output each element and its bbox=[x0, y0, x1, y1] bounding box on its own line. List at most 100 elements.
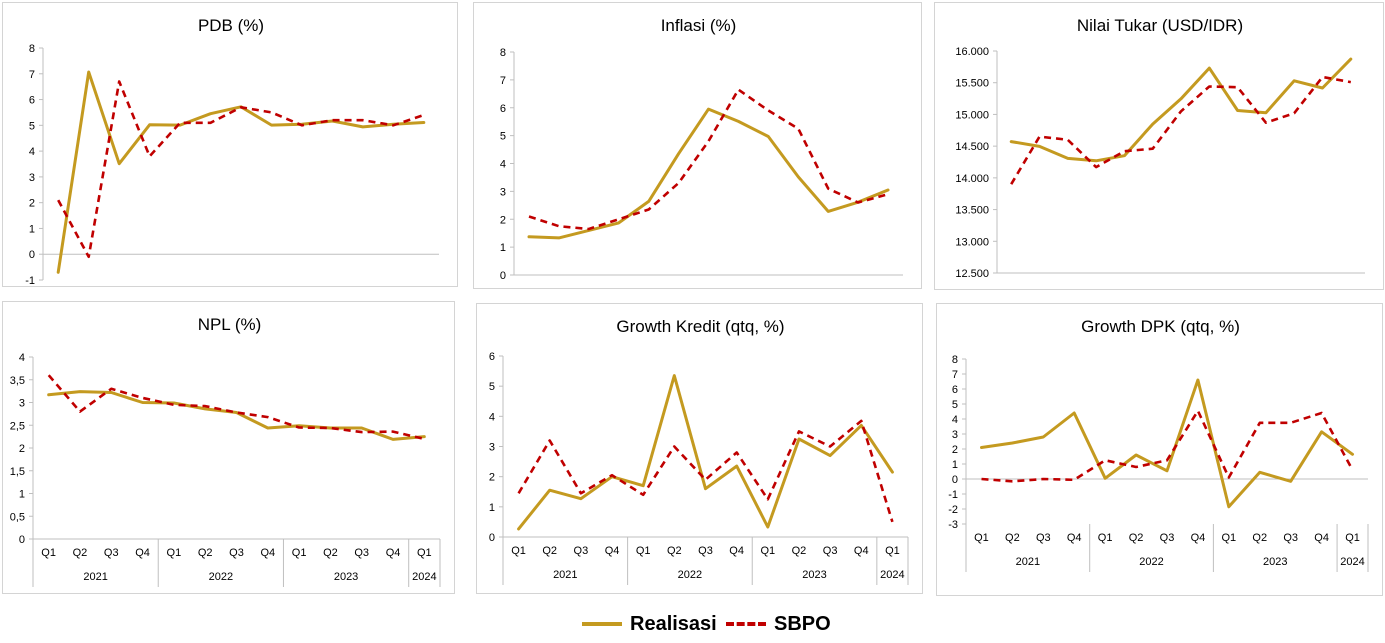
y-tick-label: 2 bbox=[29, 198, 35, 210]
x-tick-label: Q2 bbox=[1252, 532, 1267, 544]
y-tick-label: 16.000 bbox=[955, 46, 989, 58]
y-tick-label: 1 bbox=[500, 242, 506, 254]
y-tick-label: 13.500 bbox=[955, 205, 989, 217]
x-tick-label: Q1 bbox=[41, 547, 56, 559]
x-tick-label: Q4 bbox=[1067, 532, 1082, 544]
x-tick-label: Q2 bbox=[1005, 532, 1020, 544]
year-label: 2022 bbox=[209, 571, 233, 583]
y-tick-label: 0 bbox=[489, 532, 495, 544]
y-tick-label: 7 bbox=[500, 75, 506, 87]
y-tick-label: 4 bbox=[952, 414, 958, 426]
series-line-sbpo bbox=[528, 88, 889, 231]
x-tick-label: Q2 bbox=[323, 547, 338, 559]
x-tick-label: Q3 bbox=[104, 547, 119, 559]
y-tick-label: 2 bbox=[489, 472, 495, 484]
y-tick-label: 7 bbox=[952, 369, 958, 381]
x-tick-label: Q2 bbox=[542, 545, 557, 557]
x-tick-label: Q4 bbox=[1314, 532, 1329, 544]
year-label: 2022 bbox=[678, 569, 702, 581]
y-tick-label: 14.500 bbox=[955, 141, 989, 153]
x-tick-label: Q3 bbox=[229, 547, 244, 559]
legend-label-realisasi: Realisasi bbox=[630, 612, 717, 635]
series-line-realisasi bbox=[1009, 57, 1353, 163]
y-tick-label: 1 bbox=[489, 502, 495, 514]
series-line-realisasi bbox=[56, 70, 426, 274]
y-tick-label: 2 bbox=[500, 214, 506, 226]
x-tick-label: Q4 bbox=[135, 547, 150, 559]
y-tick-label: 1 bbox=[19, 489, 25, 501]
inflasi-svg: Inflasi (%) 0 1 2 3 4 5 6 7 8 bbox=[500, 16, 903, 282]
x-tick-label: Q1 bbox=[167, 547, 182, 559]
pdb-svg: PDB (%) -1 0 1 2 3 4 5 6 7 8 bbox=[25, 16, 439, 287]
y-tick-label: 2,5 bbox=[10, 420, 25, 432]
x-tick-label: Q1 bbox=[417, 547, 432, 559]
x-tick-label: Q3 bbox=[698, 545, 713, 557]
growth-dpk-svg: Growth DPK (qtq, %) -3 -2 -1 0 1 2 3 4 5 6 7 8 Q1 Q2 Q3… bbox=[948, 317, 1369, 572]
y-tick-label: 4 bbox=[500, 159, 506, 171]
y-tick-label: 8 bbox=[952, 354, 958, 366]
x-tick-label: Q4 bbox=[729, 545, 744, 557]
chart-panel-growth-kredit: Growth Kredit (qtq, %) 0 1 2 3 4 5 6 Q1 Q2 Q3 Q4 Q1 Q… bbox=[476, 303, 923, 594]
year-label: 2021 bbox=[1016, 556, 1040, 568]
npl-svg: NPL (%) 0 0,5 1 1,5 2 2,5 3 3,5 4 Q1 Q2 Q3 Q4 Q1 Q2 Q3 Q4… bbox=[10, 315, 441, 587]
series-line-sbpo bbox=[1010, 75, 1352, 185]
x-tick-label: Q1 bbox=[292, 547, 307, 559]
y-tick-label: 4 bbox=[29, 146, 35, 158]
x-tick-label: Q1 bbox=[1222, 532, 1237, 544]
x-tick-label: Q2 bbox=[1129, 532, 1144, 544]
x-tick-label: Q1 bbox=[1098, 532, 1113, 544]
y-tick-label: 1 bbox=[29, 223, 35, 235]
x-tick-label: Q3 bbox=[574, 545, 589, 557]
x-tick-label: Q4 bbox=[386, 547, 401, 559]
x-tick-label: Q1 bbox=[511, 545, 526, 557]
y-tick-label: 0 bbox=[29, 249, 35, 261]
y-tick-label: 12.500 bbox=[955, 268, 989, 280]
series-line-sbpo bbox=[981, 409, 1354, 483]
x-tick-label: Q3 bbox=[1160, 532, 1175, 544]
y-tick-label: 1 bbox=[952, 459, 958, 471]
series-line-realisasi bbox=[517, 374, 894, 531]
x-tick-label: Q1 bbox=[885, 545, 900, 557]
chart-panel-pdb: PDB (%) -1 0 1 2 3 4 5 6 7 8 bbox=[2, 2, 458, 287]
x-tick-label: Q2 bbox=[73, 547, 88, 559]
chart-title: Nilai Tukar (USD/IDR) bbox=[1077, 16, 1243, 35]
y-tick-label: 6 bbox=[500, 103, 506, 115]
y-tick-label: 5 bbox=[500, 131, 506, 143]
y-tick-label: 0 bbox=[952, 474, 958, 486]
y-tick-label: 5 bbox=[29, 120, 35, 132]
chart-title: Growth DPK (qtq, %) bbox=[1081, 317, 1240, 336]
chart-panel-growth-dpk: Growth DPK (qtq, %) -3 -2 -1 0 1 2 3 4 5 6 7 8 Q1 Q2 Q3… bbox=[936, 303, 1383, 596]
y-tick-label: 15.000 bbox=[955, 109, 989, 121]
chart-title: NPL (%) bbox=[198, 315, 262, 334]
y-tick-label: -2 bbox=[948, 504, 958, 516]
y-tick-label: 3,5 bbox=[10, 375, 25, 387]
series-line-realisasi bbox=[47, 390, 426, 441]
y-tick-label: 6 bbox=[29, 95, 35, 107]
y-tick-label: 8 bbox=[29, 43, 35, 55]
chart-title: Growth Kredit (qtq, %) bbox=[616, 317, 784, 336]
x-tick-label: Q1 bbox=[760, 545, 775, 557]
x-tick-label: Q2 bbox=[792, 545, 807, 557]
y-tick-label: 0 bbox=[500, 270, 506, 282]
year-label: 2023 bbox=[334, 571, 358, 583]
x-tick-label: Q4 bbox=[1191, 532, 1206, 544]
y-tick-label: 1,5 bbox=[10, 466, 25, 478]
year-label: 2022 bbox=[1139, 556, 1163, 568]
x-tick-label: Q3 bbox=[1283, 532, 1298, 544]
chart-panel-nilai-tukar: Nilai Tukar (USD/IDR) 12.500 13.000 13.500 1… bbox=[934, 2, 1384, 290]
x-tick-label: Q1 bbox=[1345, 532, 1360, 544]
year-label: 2023 bbox=[1263, 556, 1287, 568]
year-label: 2021 bbox=[553, 569, 577, 581]
growth-kredit-svg: Growth Kredit (qtq, %) 0 1 2 3 4 5 6 Q1 Q2 Q3 Q4 Q1 Q… bbox=[489, 317, 909, 585]
y-tick-label: 13.000 bbox=[955, 236, 989, 248]
legend-label-sbpo: SBPO bbox=[774, 612, 831, 635]
y-tick-label: 14.000 bbox=[955, 173, 989, 185]
series-line-sbpo bbox=[47, 374, 425, 441]
nilai-tukar-svg: Nilai Tukar (USD/IDR) 12.500 13.000 13.500 1… bbox=[955, 16, 1365, 280]
legend-item-realisasi: Realisasi bbox=[582, 606, 717, 642]
x-tick-label: Q3 bbox=[823, 545, 838, 557]
chart-title: PDB (%) bbox=[198, 16, 264, 35]
y-tick-label: 5 bbox=[489, 381, 495, 393]
legend-swatch-sbpo bbox=[726, 622, 766, 626]
chart-legend: Realisasi SBPO bbox=[0, 606, 1385, 642]
